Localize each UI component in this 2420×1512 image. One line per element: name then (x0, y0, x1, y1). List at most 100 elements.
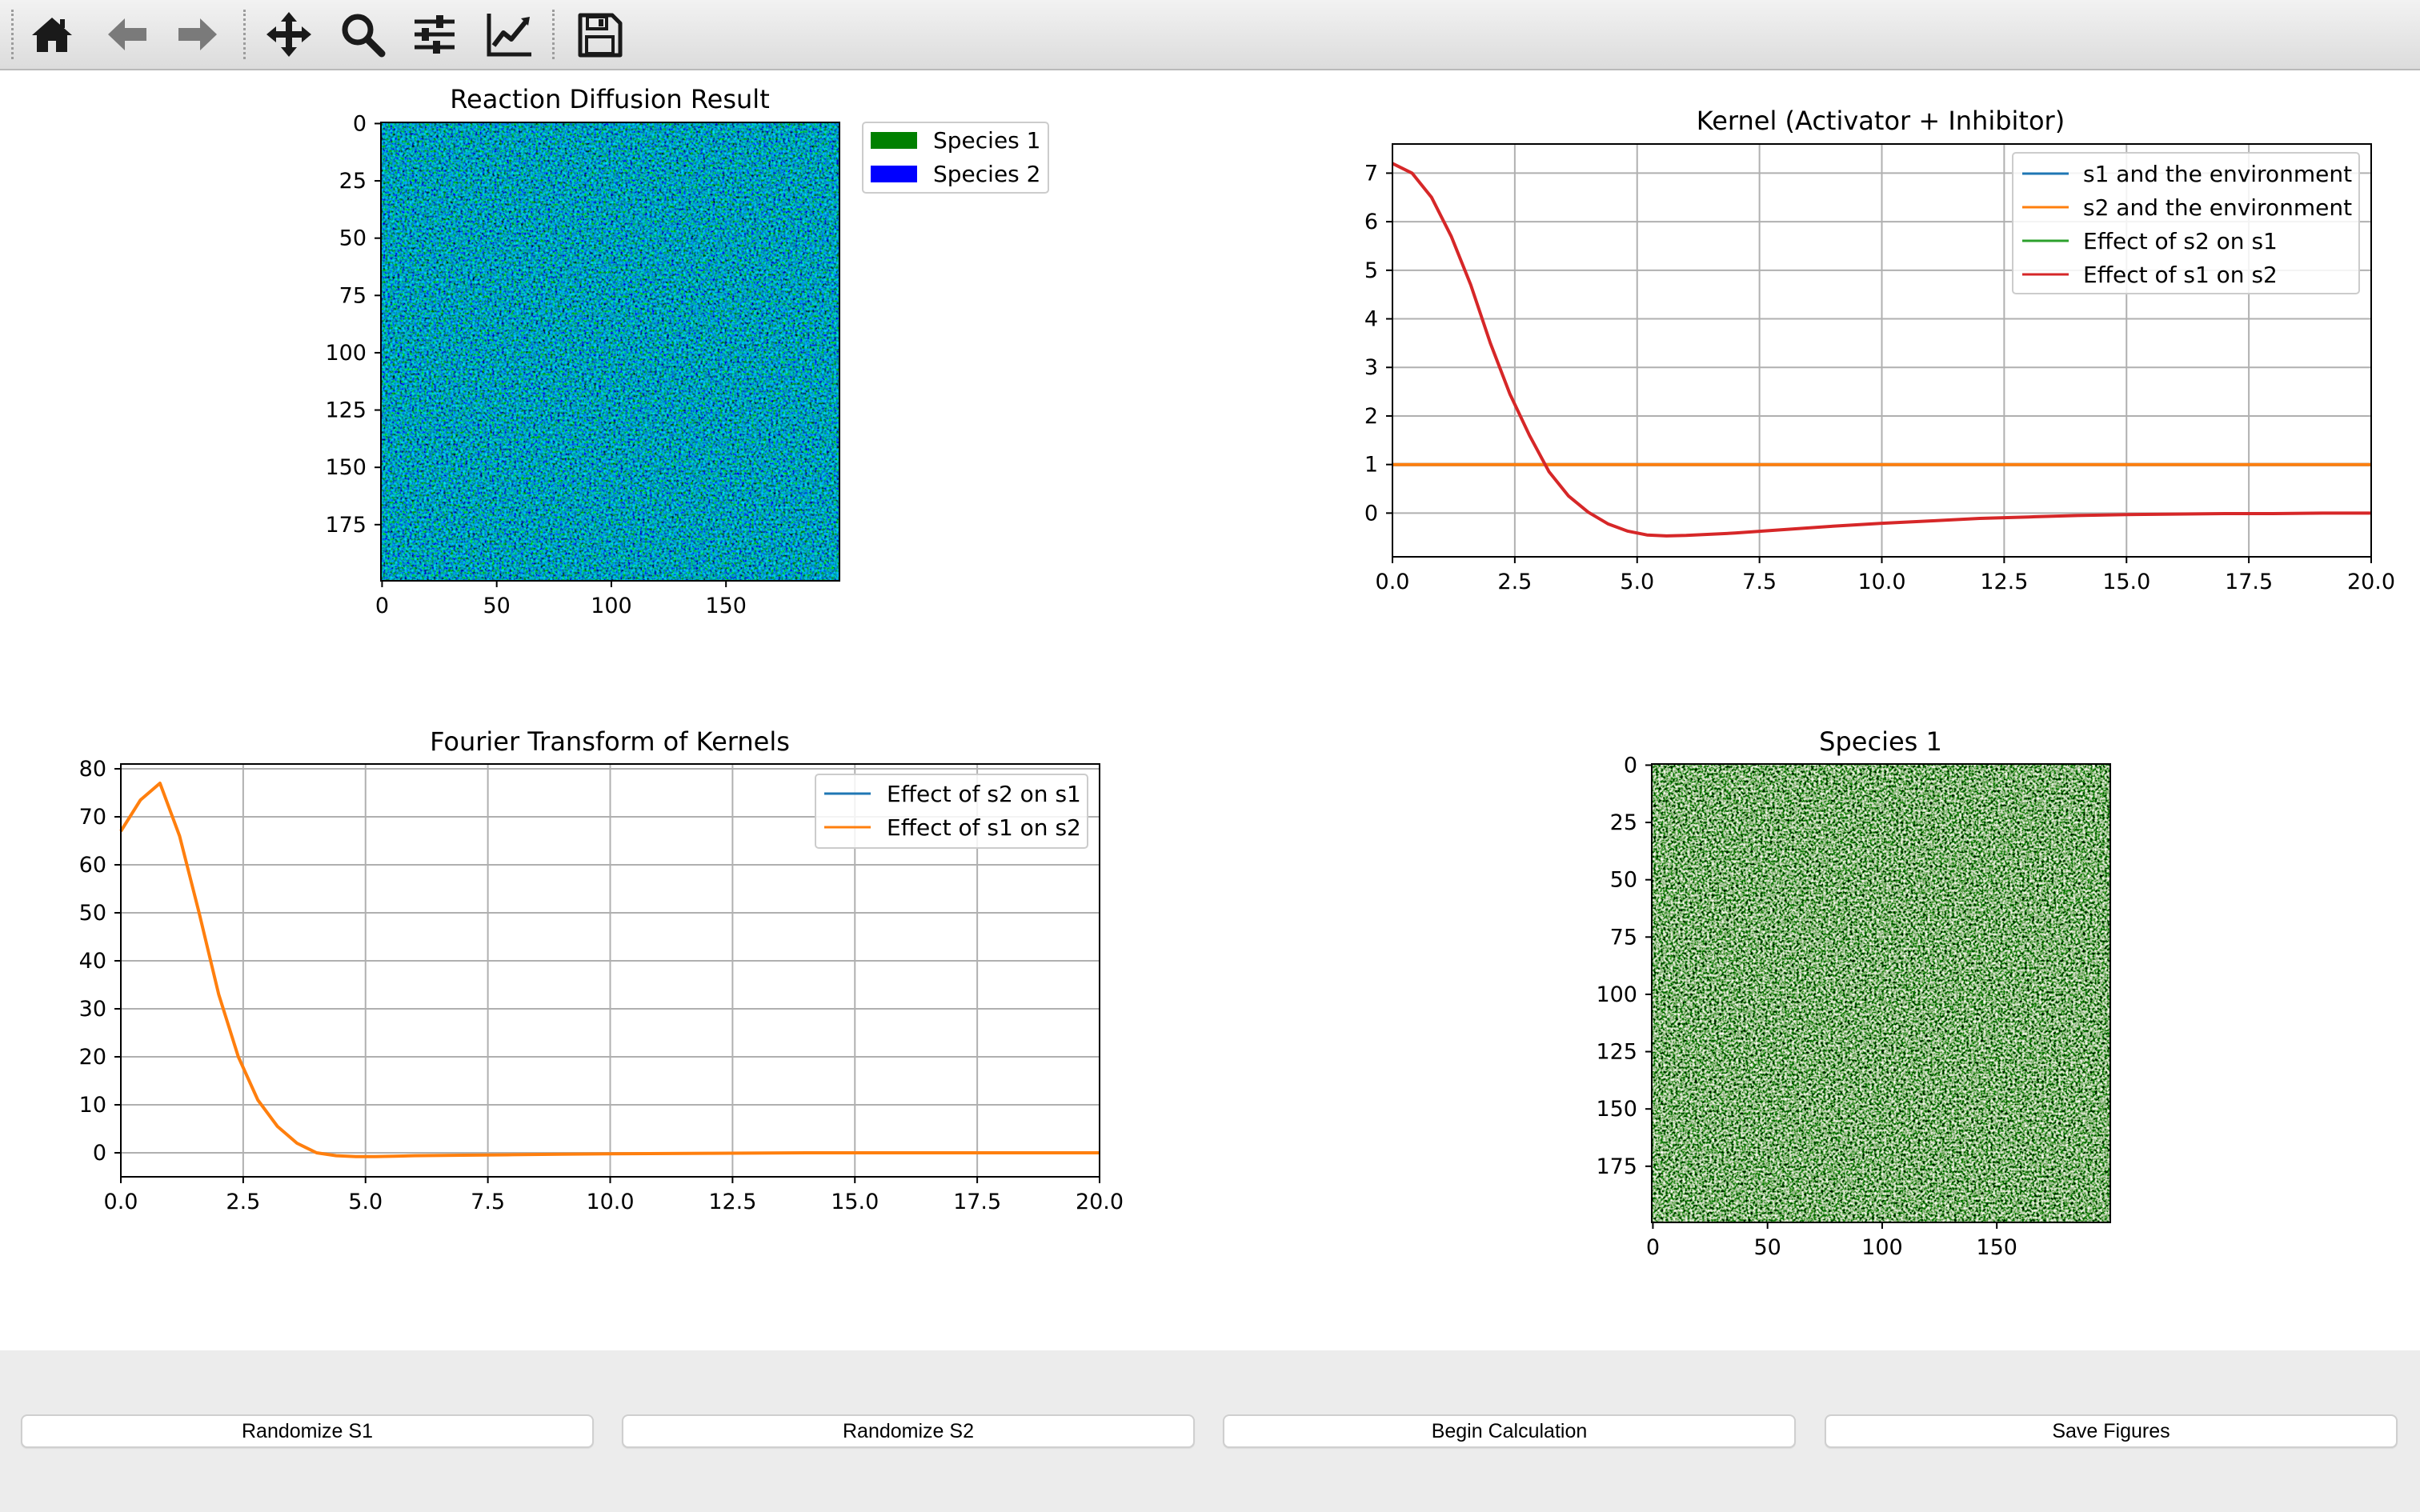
series-line-effect-of-s1-on-s2 (119, 782, 1100, 1158)
y-tick-label: 50 (1610, 868, 1637, 893)
y-tick-label: 20 (79, 1045, 106, 1070)
save-floppy-icon[interactable] (573, 8, 626, 61)
randomize-s1-button[interactable]: Randomize S1 (21, 1414, 594, 1448)
x-tick-label: 17.5 (2225, 570, 2273, 594)
legend-swatch-species-2 (871, 166, 917, 182)
x-tick-label: 100 (1861, 1235, 1903, 1260)
y-tick-label: 2 (1364, 404, 1378, 429)
x-tick-label: 12.5 (708, 1190, 756, 1214)
y-tick-label: 30 (79, 997, 106, 1022)
y-tick-label: 75 (339, 283, 367, 308)
fourier-transform-line-chart: Fourier Transform of Kernels 0.0 2.5 5.0 7.… (79, 726, 1124, 1214)
edit-axis-curves-icon[interactable] (483, 8, 536, 61)
x-tick-label: 17.5 (953, 1190, 1001, 1214)
x-tick-label: 5.0 (348, 1190, 383, 1214)
legend-label-species-2: Species 2 (933, 161, 1040, 187)
y-tick-label: 0 (1624, 753, 1637, 778)
species-1-heatmap: Species 1 0 50 100 150 0 25 50 75 100 125 150 175 (1596, 726, 2111, 1260)
legend-label-effect-s2-on-s1: Effect of s2 on s1 (2083, 228, 2278, 254)
y-tick-label: 70 (79, 805, 106, 830)
legend-box (2012, 152, 2360, 294)
y-tick-label: 40 (79, 949, 106, 974)
legend-label-effect-s1-on-s2: Effect of s1 on s2 (887, 814, 1081, 841)
legend-label-effect-s2-on-s1: Effect of s2 on s1 (887, 781, 1081, 807)
x-tick-label: 150 (705, 594, 747, 618)
y-tick-label: 125 (1596, 1040, 1637, 1065)
reaction-diffusion-result-plot: Reaction Diffusion Result 0 50 100 150 0 25 50… (325, 84, 1049, 618)
axes-frame (380, 122, 840, 582)
x-tick-label: 10.0 (586, 1190, 634, 1214)
chart-title: Fourier Transform of Kernels (430, 726, 790, 757)
chart-title: Species 1 (1819, 726, 1942, 757)
x-tick-label: 0.0 (1376, 570, 1410, 594)
randomize-s2-button[interactable]: Randomize S2 (622, 1414, 1195, 1448)
y-tick-label: 150 (325, 455, 367, 480)
y-tick-label: 100 (1596, 982, 1637, 1007)
chart-title: Kernel (Activator + Inhibitor) (1697, 106, 2065, 136)
y-tick-label: 5 (1364, 258, 1378, 283)
legend: Effect of s2 on s1 Effect of s1 on s2 (815, 774, 1088, 849)
configure-subplots-icon[interactable] (408, 8, 461, 61)
y-tick-label: 80 (79, 757, 106, 782)
y-tick-label: 1 (1364, 453, 1378, 478)
legend: s1 and the environment s2 and the enviro… (2012, 152, 2360, 294)
legend-swatch-species-1 (871, 132, 917, 149)
y-tick-label: 0 (1364, 501, 1378, 526)
y-tick-label: 7 (1364, 161, 1378, 186)
y-tick-label: 125 (325, 398, 367, 423)
heatmap-image (381, 122, 839, 581)
x-tick-label: 0 (375, 594, 389, 618)
x-tick-label: 2.5 (1497, 570, 1532, 594)
x-tick-label: 15.0 (2102, 570, 2150, 594)
x-tick-label: 5.0 (1620, 570, 1654, 594)
y-tick-label: 25 (339, 169, 367, 194)
y-tick-label: 75 (1610, 925, 1637, 950)
y-tick-label: 150 (1596, 1097, 1637, 1122)
x-tick-label: 50 (1754, 1235, 1781, 1260)
y-tick-label: 175 (325, 513, 367, 538)
x-tick-label: 100 (591, 594, 632, 618)
legend-label-effect-s1-on-s2: Effect of s1 on s2 (2083, 262, 2278, 288)
y-tick-label: 100 (325, 341, 367, 366)
x-tick-label: 50 (483, 594, 511, 618)
save-figures-button[interactable]: Save Figures (1825, 1414, 2398, 1448)
pan-move-icon[interactable] (262, 8, 315, 61)
x-tick-label: 0.0 (104, 1190, 138, 1214)
control-panel: Randomize S1 Randomize S2 Begin Calculat… (0, 1350, 2420, 1512)
back-arrow-icon[interactable] (101, 8, 154, 61)
x-tick-label: 12.5 (1980, 570, 2028, 594)
y-tick-label: 0 (93, 1141, 106, 1166)
navigation-toolbar (0, 0, 2420, 70)
toolbar-grip (11, 10, 14, 59)
y-tick-label: 50 (339, 226, 367, 251)
home-icon[interactable] (26, 8, 78, 61)
legend-label-s2-environment: s2 and the environment (2083, 194, 2352, 221)
x-tick-label: 10.0 (1857, 570, 1905, 594)
y-tick-label: 175 (1596, 1154, 1637, 1179)
forward-arrow-icon[interactable] (171, 8, 224, 61)
zoom-magnifier-icon[interactable] (336, 8, 389, 61)
legend: Species 1 Species 2 (862, 122, 1049, 194)
axes-frame (1651, 763, 2111, 1223)
y-tick-label: 0 (353, 111, 367, 136)
toolbar-separator (552, 10, 555, 59)
legend-label-species-1: Species 1 (933, 127, 1040, 154)
figure-canvas: Reaction Diffusion Result 0 50 100 150 0 25 50… (0, 70, 2420, 1350)
y-tick-label: 50 (79, 901, 106, 926)
legend-box (815, 774, 1088, 849)
x-tick-label: 0 (1646, 1235, 1660, 1260)
chart-title: Reaction Diffusion Result (450, 84, 769, 114)
y-tick-label: 60 (79, 853, 106, 878)
legend-label-s1-environment: s1 and the environment (2083, 161, 2352, 187)
x-tick-label: 2.5 (226, 1190, 260, 1214)
begin-calculation-button[interactable]: Begin Calculation (1223, 1414, 1796, 1448)
x-tick-label: 20.0 (1076, 1190, 1124, 1214)
x-tick-label: 15.0 (831, 1190, 879, 1214)
y-tick-label: 6 (1364, 210, 1378, 234)
heatmap-image (1652, 764, 2110, 1222)
kernel-line-chart: Kernel (Activator + Inhibitor) 0.0 2.5 5.0… (1364, 106, 2395, 594)
x-tick-label: 7.5 (1742, 570, 1777, 594)
y-tick-label: 25 (1610, 810, 1637, 835)
x-tick-label: 20.0 (2347, 570, 2395, 594)
y-tick-label: 10 (79, 1093, 106, 1118)
